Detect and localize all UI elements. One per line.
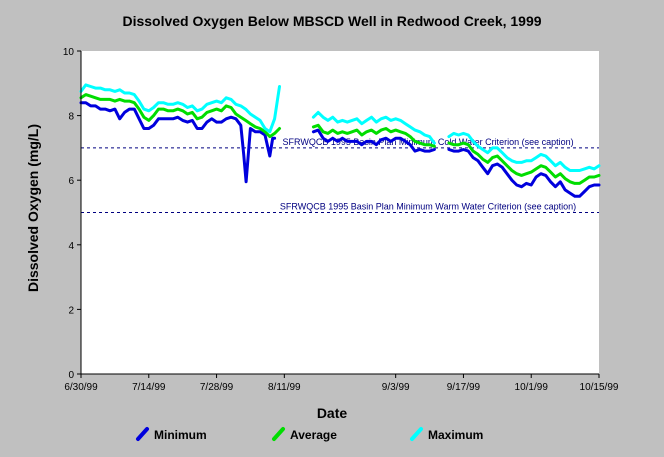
series-line-maximum xyxy=(311,110,436,145)
x-tick-label: 7/14/99 xyxy=(132,382,166,393)
reference-line-label: SFRWQCB 1995 Basin Plan Minimum Warm Wat… xyxy=(280,202,576,212)
chart-title: Dissolved Oxygen Below MBSCD Well in Red… xyxy=(122,13,542,29)
legend-swatch-maximum xyxy=(410,427,423,441)
x-tick-label: 10/1/99 xyxy=(515,382,549,393)
x-tick-label: 6/30/99 xyxy=(64,382,98,393)
y-tick-label: 2 xyxy=(68,305,74,316)
series-line-minimum xyxy=(79,101,277,184)
series-line-average xyxy=(79,93,281,139)
y-tick-label: 8 xyxy=(68,112,74,123)
x-tick-label: 10/15/99 xyxy=(580,382,619,393)
series-line-maximum xyxy=(79,83,281,134)
series-line-minimum xyxy=(447,148,601,198)
y-tick-label: 4 xyxy=(68,241,74,252)
x-tick-label: 9/17/99 xyxy=(447,382,481,393)
legend-label-minimum: Minimum xyxy=(154,428,207,442)
x-tick-label: 7/28/99 xyxy=(200,382,234,393)
series-line-average xyxy=(447,141,601,185)
x-axis-label: Date xyxy=(316,405,348,421)
legend-swatch-minimum xyxy=(136,427,149,441)
legend-swatch-average xyxy=(272,427,285,441)
y-tick-label: 6 xyxy=(68,176,74,187)
x-tick-label: 8/11/99 xyxy=(268,382,301,393)
axes: 0 2 4 6 8 10 6/30/99 7/14/99 7/28/99 8/11/99 9/3/9… xyxy=(63,47,619,393)
legend-label-average: Average xyxy=(290,428,337,442)
legend-label-maximum: Maximum xyxy=(428,428,483,442)
reference-line-label: SFRWQCB 1995 Basin Plan Minimum Cold Wat… xyxy=(283,137,574,147)
series-group xyxy=(79,83,601,198)
series-line-minimum xyxy=(311,128,436,153)
legend: Minimum Average Maximum xyxy=(136,427,483,442)
series-line-maximum xyxy=(447,131,601,172)
y-tick-label: 0 xyxy=(68,370,74,381)
x-tick-label: 9/3/99 xyxy=(382,382,410,393)
y-tick-label: 10 xyxy=(63,47,75,58)
series-line-average xyxy=(311,123,436,148)
reference-lines: SFRWQCB 1995 Basin Plan Minimum Cold Wat… xyxy=(81,137,599,213)
